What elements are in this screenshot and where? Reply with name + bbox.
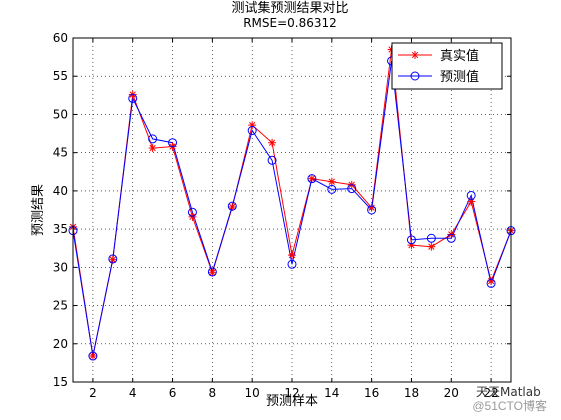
data-point-predicted	[466, 190, 476, 200]
x-tick-label: 6	[169, 386, 177, 400]
x-tick-label: 4	[129, 386, 137, 400]
data-point-true	[208, 268, 217, 277]
x-tick-label: 20	[444, 386, 459, 400]
data-point-true	[108, 255, 117, 264]
watermark-overlay: 天天Matlab	[476, 385, 541, 399]
data-point-predicted	[287, 259, 297, 269]
data-point-predicted	[446, 233, 456, 243]
legend-marker-circle	[410, 71, 420, 81]
y-tick-label: 25	[53, 299, 68, 313]
y-tick-label: 55	[53, 69, 68, 83]
x-tick-label: 12	[284, 386, 299, 400]
y-tick-label: 45	[53, 146, 68, 160]
data-point-true	[327, 177, 336, 186]
legend-marker-star	[411, 51, 419, 59]
x-tick-label: 14	[324, 386, 339, 400]
data-point-predicted	[128, 93, 138, 103]
data-point-true	[268, 138, 277, 147]
grid-lines	[73, 37, 511, 383]
data-point-predicted	[108, 254, 118, 264]
x-tick-label: 2	[89, 386, 97, 400]
y-tick-label: 40	[53, 184, 68, 198]
chart-title: 测试集预测结果对比	[231, 0, 348, 16]
y-tick-label: 20	[53, 337, 68, 351]
data-point-true	[367, 203, 376, 212]
x-tick-label: 8	[209, 386, 217, 400]
data-point-true	[487, 277, 496, 286]
data-point-predicted	[406, 235, 416, 245]
data-point-true	[228, 202, 237, 211]
x-tick-label: 22	[483, 386, 498, 400]
watermark: @51CTO博客	[472, 399, 547, 413]
series-line-1	[72, 60, 512, 357]
chart-subtitle: RMSE=0.86312	[243, 16, 337, 30]
y-tick-label: 50	[53, 107, 68, 121]
y-tick-label: 35	[53, 222, 68, 236]
data-point-predicted	[347, 184, 357, 194]
data-point-predicted	[307, 174, 317, 184]
data-point-predicted	[148, 134, 158, 144]
data-point-predicted	[207, 267, 217, 277]
data-point-true	[188, 212, 197, 221]
data-point-predicted	[247, 125, 257, 135]
x-tick-label: 18	[404, 386, 419, 400]
y-tick-label: 15	[53, 375, 68, 389]
data-point-predicted	[267, 155, 277, 165]
data-point-predicted	[327, 184, 337, 194]
y-axis-label: 预测结果	[31, 184, 46, 236]
plot-area-frame	[72, 37, 512, 383]
x-axis-label: 预测样本	[266, 394, 318, 409]
data-point-true	[288, 251, 296, 260]
data-point-true	[148, 144, 157, 153]
y-tick-label: 30	[53, 260, 68, 274]
axis-ticks: 2 4 6 8 10 12 14 16 18 20 22 15 20 25 30 35 40 45 50 55 60	[53, 31, 511, 400]
data-point-predicted	[88, 351, 98, 361]
data-point-true	[307, 174, 316, 183]
data-point-predicted	[227, 201, 237, 211]
x-tick-label: 16	[364, 386, 379, 400]
data-point-true	[427, 242, 436, 251]
data-point-true	[88, 352, 97, 361]
legend-box	[391, 42, 503, 90]
data-point-predicted	[426, 233, 436, 243]
data-point-predicted	[486, 278, 496, 288]
data-point-predicted	[187, 207, 197, 217]
legend-label-1: 预测值	[440, 69, 479, 85]
data-point-true	[467, 197, 476, 206]
legend-label-0: 真实值	[440, 48, 479, 64]
x-tick-label: 10	[245, 386, 260, 400]
data-point-predicted	[367, 205, 377, 215]
y-tick-label: 60	[53, 31, 68, 45]
data-point-predicted	[168, 138, 178, 148]
